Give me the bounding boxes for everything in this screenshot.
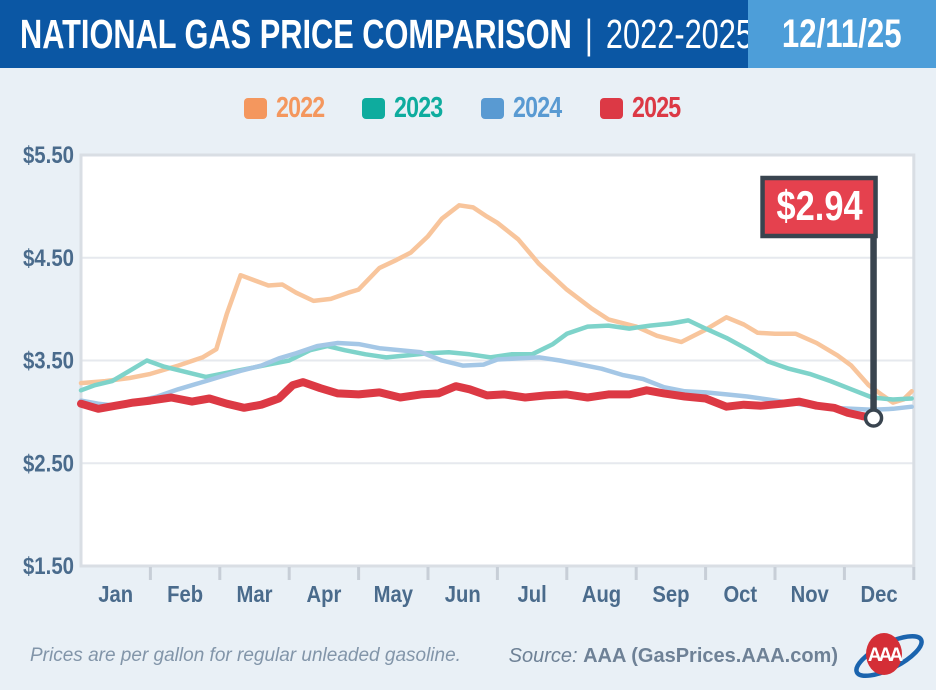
source-label: Source: [508, 645, 578, 667]
series-line-2022 [78, 203, 914, 405]
legend-label-2022: 2022 [275, 91, 325, 124]
x-tick-label: Jul [517, 581, 546, 608]
x-tick-label: Oct [723, 581, 757, 608]
y-tick-label: $2.50 [23, 450, 74, 477]
x-tick-label: Aug [582, 581, 621, 608]
source-text: Source: AAA (GasPrices.AAA.com) [509, 645, 838, 668]
x-tick-label: Jun [445, 581, 481, 608]
y-tick-label: $3.50 [23, 347, 74, 374]
y-tick-label: $1.50 [23, 552, 74, 579]
legend-item-2024: 2024 [481, 92, 574, 125]
chart-legend: 2022 2023 2024 2025 [0, 90, 936, 126]
x-tick-label: Nov [791, 581, 829, 608]
legend-label-2024: 2024 [513, 91, 562, 124]
x-tick-label: Mar [237, 581, 274, 608]
x-tick-label: Dec [861, 581, 898, 608]
legend-label-2023: 2023 [394, 91, 443, 124]
date-text: 12/11/25 [782, 11, 902, 56]
y-tick-label: $4.50 [23, 244, 74, 271]
legend-item-2022: 2022 [243, 91, 337, 125]
legend-swatch-2023 [362, 97, 386, 119]
header-bar: NATIONAL GAS PRICE COMPARISON | 2022-202… [0, 0, 936, 68]
callout-price-label: $2.94 [776, 183, 863, 230]
date-badge: 12/11/25 [748, 0, 936, 68]
page-title: NATIONAL GAS PRICE COMPARISON | 2022-202… [20, 0, 753, 68]
legend-label-2025: 2025 [631, 91, 681, 124]
legend-swatch-2022 [243, 97, 267, 119]
y-tick-label: $5.50 [23, 141, 74, 168]
aaa-logo-text: AAA [868, 645, 903, 666]
gas-price-chart: Jan Feb Mar Apr May Jun Jul Aug Sep Oct Nov Dec $5.5… [23, 141, 916, 608]
title-range: 2022-2025 [605, 11, 753, 57]
callout-end-marker [863, 408, 884, 428]
legend-item-2023: 2023 [362, 92, 455, 125]
x-tick-label: Apr [306, 581, 341, 608]
x-tick-label: Jan [98, 581, 133, 608]
series-line-2023 [78, 318, 914, 402]
x-tick-label: Feb [167, 581, 203, 608]
series-line-2025 [77, 378, 878, 422]
footnote: Prices are per gallon for regular unlead… [30, 645, 461, 666]
title-main: NATIONAL GAS PRICE COMPARISON [20, 11, 572, 57]
plot-frame [79, 153, 916, 568]
series-line-2024 [78, 340, 914, 413]
source-value: AAA (GasPrices.AAA.com) [583, 645, 838, 667]
legend-swatch-2025 [599, 97, 623, 119]
legend-item-2025: 2025 [599, 91, 693, 125]
callout-flag [760, 175, 878, 239]
x-tick-label: Sep [652, 581, 689, 608]
title-separator: | [584, 11, 593, 57]
aaa-logo: AAA [854, 633, 924, 679]
aaa-logo-oval [866, 633, 902, 675]
legend-swatch-2024 [481, 97, 504, 119]
x-tick-label: May [374, 581, 413, 608]
